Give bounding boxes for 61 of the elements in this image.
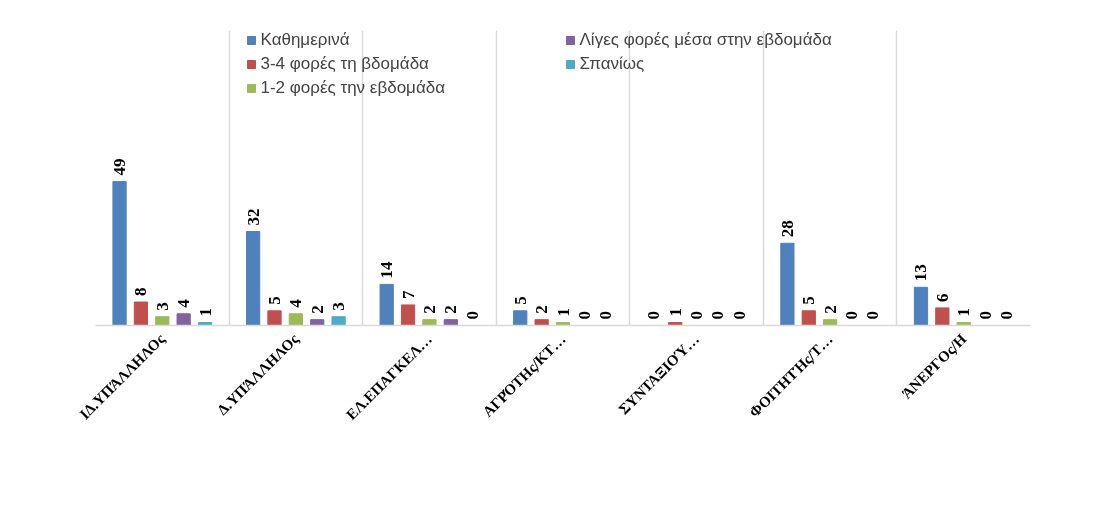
data-label: 1 [553,308,573,317]
bar [801,310,816,326]
data-label: 28 [777,220,797,238]
bar [443,319,458,326]
bar [267,310,282,326]
bar [176,313,191,326]
data-label: 2 [441,305,461,314]
data-label: 5 [510,296,530,305]
bar [913,286,929,326]
bar [288,313,303,326]
data-label: 2 [532,305,552,314]
data-label: 0 [729,311,749,320]
data-label: 5 [264,296,284,305]
bar [422,319,437,326]
data-label: 0 [462,311,482,320]
data-label: 7 [398,289,418,299]
data-label: 0 [644,311,664,320]
bar [379,283,394,326]
data-label: 0 [574,311,594,320]
data-label: 3 [152,302,172,311]
bar [155,316,170,326]
bar [112,181,127,326]
data-label: 3 [329,302,349,311]
bar [513,310,528,326]
legend-label: Καθημερινά [260,30,351,50]
legend-label: 3-4 φορές τη βδομάδα [260,54,430,74]
legend-label: 1-2 φορές την εβδομάδα [260,78,447,98]
data-label: 1 [665,308,685,317]
data-label: 0 [708,311,728,320]
data-label: 32 [243,208,263,226]
data-label: 2 [820,305,840,314]
data-label: 49 [110,158,130,176]
bar [780,242,795,326]
bar [133,301,149,326]
data-label: 1 [954,308,974,317]
bar [935,307,950,326]
data-label: 8 [131,287,151,297]
legend-label: Λίγες φορές μέσα στην εβδομάδα [579,30,833,50]
data-label: 0 [863,311,883,320]
bar [310,319,325,326]
legend-label: Σπανίως [579,54,646,74]
data-label: 4 [174,298,194,308]
data-label: 2 [307,305,327,314]
data-label: 1 [195,308,215,317]
data-label: 5 [799,296,819,305]
bar [823,319,838,326]
data-label: 0 [975,311,995,320]
data-label: 0 [687,311,707,320]
bar [245,231,261,326]
data-label: 0 [842,311,862,320]
bar [400,304,416,326]
data-label: 2 [419,305,439,314]
bar [331,316,346,326]
data-label: 0 [996,311,1016,320]
bar [956,322,971,326]
data-label: 14 [377,260,397,279]
data-label: 4 [286,298,306,308]
bar [534,319,549,326]
data-label: 13 [911,264,931,282]
data-label: 6 [932,293,952,302]
data-label: 0 [596,311,616,320]
